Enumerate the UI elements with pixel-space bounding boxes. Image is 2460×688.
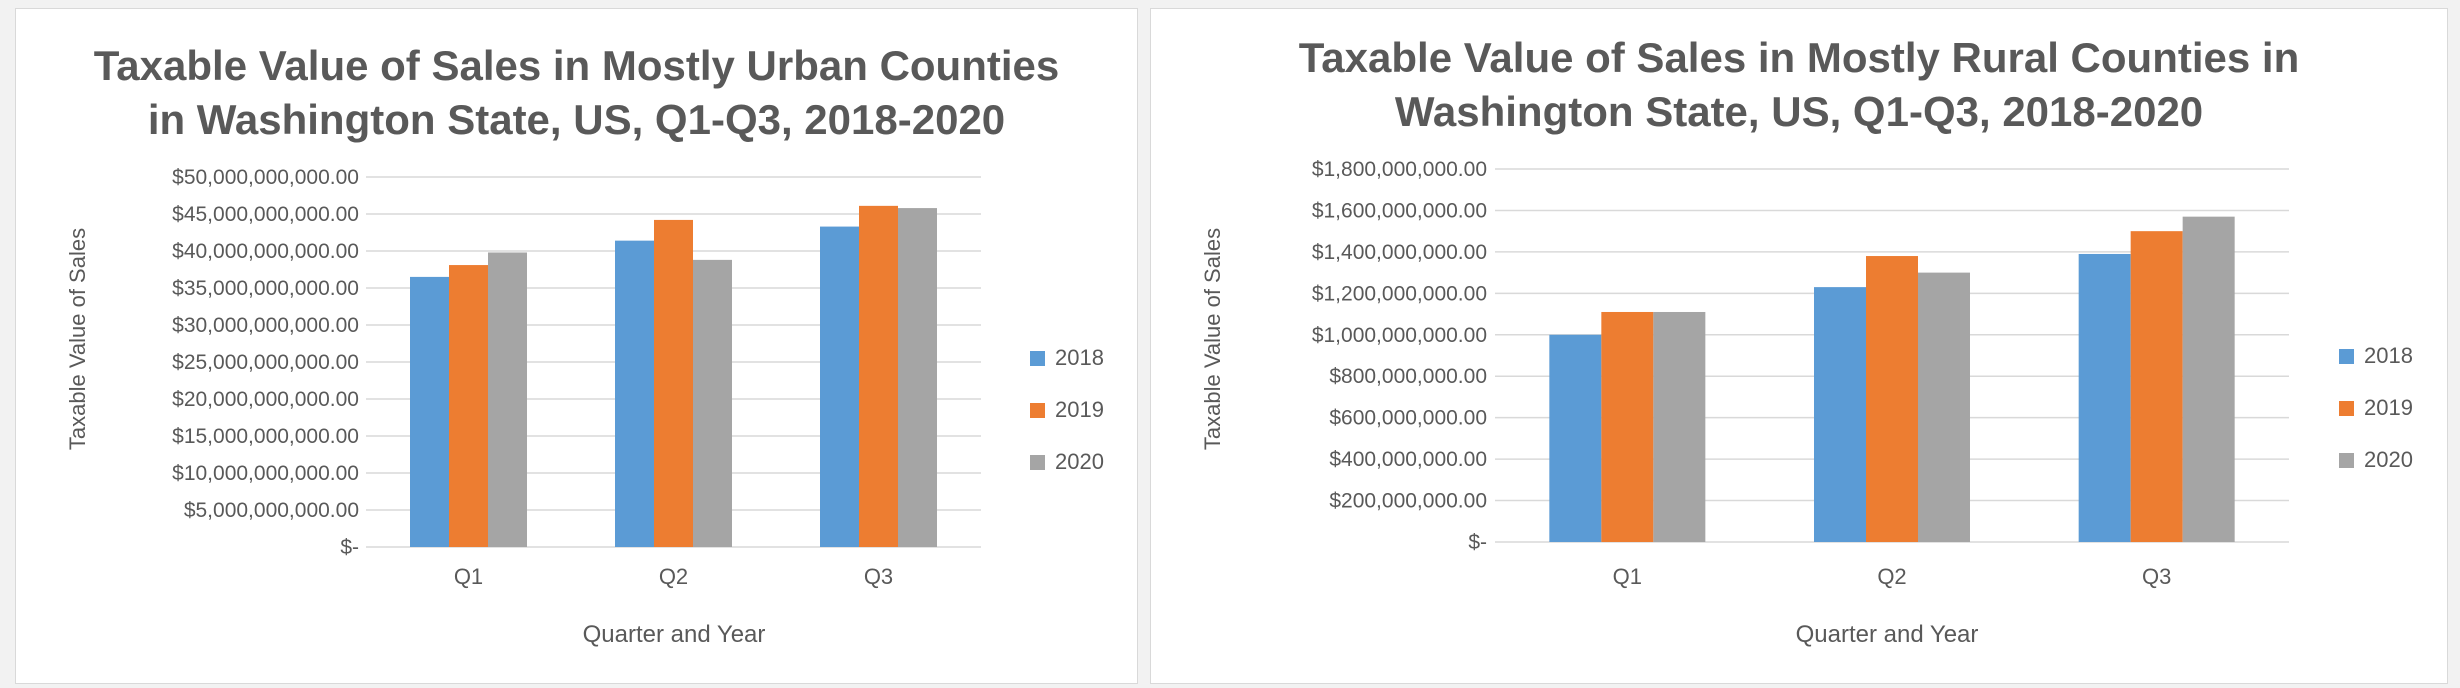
y-tick-label: $1,600,000,000.00 xyxy=(1312,199,1487,222)
bar-2020-q3 xyxy=(2182,216,2235,542)
y-tick-label: $1,400,000,000.00 xyxy=(1312,241,1487,264)
chart-legend: 2018 2019 2020 xyxy=(2339,343,2413,499)
x-tick-label: Q3 xyxy=(2142,564,2171,589)
y-tick-label: $40,000,000,000.00 xyxy=(172,240,359,263)
y-tick-label: $1,000,000,000.00 xyxy=(1312,324,1487,347)
legend-swatch xyxy=(2339,452,2354,468)
bar-2020-q3 xyxy=(898,208,937,547)
chart-legend: 2018 2019 2020 xyxy=(1030,345,1104,501)
bar-2018-q2 xyxy=(1814,287,1866,542)
x-tick-label: Q1 xyxy=(454,564,483,589)
y-tick-label: $600,000,000.00 xyxy=(1329,407,1487,430)
y-tick-label: $30,000,000,000.00 xyxy=(172,314,359,337)
chart-title-line-2: in Washington State, US, Q1-Q3, 2018-202… xyxy=(147,96,1006,143)
bar-2019-q1 xyxy=(449,265,488,547)
legend-swatch xyxy=(1030,402,1045,418)
legend-label: 2020 xyxy=(2364,447,2413,472)
y-tick-label: $45,000,000,000.00 xyxy=(172,203,359,226)
legend-label: 2020 xyxy=(1055,449,1104,474)
y-tick-label: $- xyxy=(340,536,359,559)
legend-item: 2019 xyxy=(1030,397,1104,423)
chart-plot-area: $- $5,000,000,000.00 $10,000,000,000.00 $15… xyxy=(172,166,981,589)
legend-item: 2018 xyxy=(1030,345,1104,371)
bar-2019-q2 xyxy=(654,219,693,548)
bar-2020-q2 xyxy=(1918,272,1970,542)
legend-item: 2020 xyxy=(2339,447,2413,473)
bar-2019-q2 xyxy=(1866,256,1918,542)
chart-title-line-1: Taxable Value of Sales in Mostly Urban C… xyxy=(93,42,1060,89)
y-tick-label: $1,800,000,000.00 xyxy=(1312,158,1487,181)
chart-title-line-2: Washington State, US, Q1-Q3, 2018-2020 xyxy=(1394,88,2204,135)
x-tick-label: Q3 xyxy=(864,564,893,589)
legend-item: 2020 xyxy=(1030,449,1104,475)
y-tick-label: $50,000,000,000.00 xyxy=(172,166,359,189)
y-tick-label: $35,000,000,000.00 xyxy=(172,277,359,300)
y-tick-label: $5,000,000,000.00 xyxy=(184,499,359,522)
y-tick-label: $1,200,000,000.00 xyxy=(1312,282,1487,305)
legend-label: 2018 xyxy=(1055,345,1104,370)
bar-2019-q3 xyxy=(2130,231,2183,542)
legend-swatch xyxy=(2339,348,2354,364)
legend-swatch xyxy=(1030,350,1045,366)
y-tick-label: $200,000,000.00 xyxy=(1329,490,1487,513)
legend-label: 2019 xyxy=(2364,395,2413,420)
y-tick-label: $15,000,000,000.00 xyxy=(172,425,359,448)
bar-2018-q3 xyxy=(820,226,859,547)
bar-2020-q1 xyxy=(1653,311,1706,542)
y-tick-label: $800,000,000.00 xyxy=(1329,365,1487,388)
chart-title: Taxable Value of Sales in Mostly Rural C… xyxy=(1151,31,2447,139)
legend-label: 2019 xyxy=(1055,397,1104,422)
chart-title-line-1: Taxable Value of Sales in Mostly Rural C… xyxy=(1298,34,2300,81)
bar-2018-q1 xyxy=(1549,334,1602,542)
legend-swatch xyxy=(1030,454,1045,470)
y-tick-label: $25,000,000,000.00 xyxy=(172,351,359,374)
x-tick-label: Q2 xyxy=(1877,564,1906,589)
y-tick-label: $20,000,000,000.00 xyxy=(172,388,359,411)
chart-title: Taxable Value of Sales in Mostly Urban C… xyxy=(16,39,1137,147)
bar-2020-q2 xyxy=(693,259,732,547)
chart-plot-area: $- $200,000,000.00 $400,000,000.00 $600,000… xyxy=(1312,158,2289,589)
legend-item: 2019 xyxy=(2339,395,2413,421)
bar-2018-q1 xyxy=(410,276,449,547)
bar-2018-q2 xyxy=(615,240,654,547)
x-tick-label: Q2 xyxy=(659,564,688,589)
bar-2020-q1 xyxy=(488,252,527,548)
y-tick-label: $400,000,000.00 xyxy=(1329,448,1487,471)
x-tick-label: Q1 xyxy=(1613,564,1642,589)
bar-2019-q3 xyxy=(859,205,898,548)
bar-2018-q3 xyxy=(2078,253,2131,542)
chart-panel-rural: Taxable Value of Sales in Mostly Rural C… xyxy=(1150,8,2448,684)
bar-2019-q1 xyxy=(1601,311,1654,542)
x-axis-label: Quarter and Year xyxy=(1795,621,1979,648)
x-axis-label: Quarter and Year xyxy=(582,621,766,648)
legend-swatch xyxy=(2339,400,2354,416)
chart-panel-urban: Taxable Value of Sales in Mostly Urban C… xyxy=(15,8,1138,684)
y-tick-label: $10,000,000,000.00 xyxy=(172,462,359,485)
legend-label: 2018 xyxy=(2364,343,2413,368)
legend-item: 2018 xyxy=(2339,343,2413,369)
y-tick-label: $- xyxy=(1468,531,1487,554)
